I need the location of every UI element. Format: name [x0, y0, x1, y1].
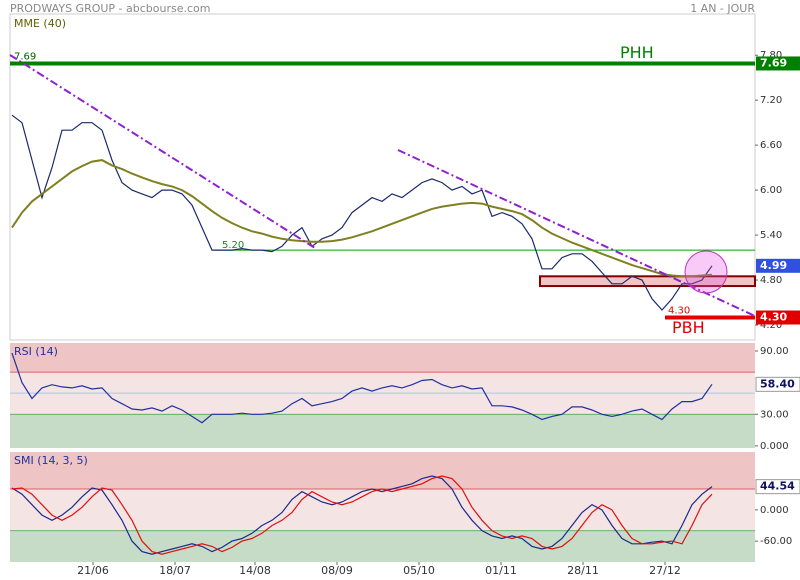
- overbought-band: [10, 343, 755, 373]
- y-tick-label: 30.00: [760, 409, 789, 420]
- level-value: 4.30: [668, 306, 690, 317]
- last-value-box: [756, 258, 800, 273]
- last-value-label: 58.40: [760, 377, 795, 390]
- y-tick-label: 90.00: [760, 346, 789, 357]
- x-tick-label: 14/08: [239, 564, 271, 577]
- series-line: [11, 475, 713, 555]
- chart-title: PRODWAYS GROUP - abcbourse.com: [10, 2, 211, 15]
- panel-title: RSI (14): [14, 345, 58, 358]
- x-tick-label: 21/06: [77, 564, 109, 577]
- level-box-label: 4.30: [760, 311, 787, 324]
- highlight-circle: [684, 250, 728, 294]
- oversold-band: [10, 530, 755, 562]
- y-tick-label: 4.20: [760, 320, 782, 331]
- last-value-label: 4.99: [760, 259, 787, 272]
- x-tick-label: 18/07: [159, 564, 191, 577]
- y-tick-label: 4.80: [760, 275, 782, 286]
- y-tick-label: 6.00: [760, 185, 782, 196]
- panel-title: SMI (14, 3, 5): [14, 454, 88, 467]
- zone: [539, 275, 756, 288]
- level-value: 7.69: [14, 51, 36, 62]
- x-tick-label: 08/09: [321, 564, 353, 577]
- y-tick-label: 0.000: [760, 505, 789, 516]
- series-line: [11, 352, 713, 424]
- x-tick-label: 27/12: [649, 564, 681, 577]
- series-line: [11, 114, 713, 311]
- overbought-band: [10, 452, 755, 490]
- x-tick-label: 01/11: [485, 564, 517, 577]
- x-tick-label: 05/10: [403, 564, 435, 577]
- trend-line: [397, 149, 756, 317]
- level-box-label: 7.69: [760, 56, 787, 69]
- oversold-band: [10, 414, 755, 448]
- level-name: PHH: [620, 43, 654, 62]
- y-tick-label: 6.60: [760, 140, 782, 151]
- y-tick-label: 0.000: [760, 441, 789, 452]
- x-tick-label: 28/11: [567, 564, 599, 577]
- series-line: [11, 475, 713, 555]
- series-line: [11, 159, 713, 278]
- trend-line: [9, 54, 316, 249]
- last-value-box: [755, 479, 800, 495]
- y-tick-label: 7.80: [760, 50, 782, 61]
- level-name: PBH: [672, 318, 705, 337]
- plot-layer: 7.80 7.20 6.60 6.00 5.40 4.80 4.20 PHH 7.69 7.69 P…: [9, 13, 800, 577]
- chart-subtitle: 1 AN - JOUR: [690, 2, 755, 15]
- level-box: [756, 310, 800, 325]
- support-label: 5.20: [222, 240, 244, 251]
- y-tick-label: -60.00: [760, 536, 792, 547]
- y-tick-label: 7.20: [760, 95, 782, 106]
- last-value-box: [755, 376, 800, 392]
- legend-label: MME (40): [14, 17, 66, 30]
- level-box: [756, 56, 800, 71]
- y-tick-label: 5.40: [760, 230, 782, 241]
- last-value-label: 44.54: [760, 480, 795, 493]
